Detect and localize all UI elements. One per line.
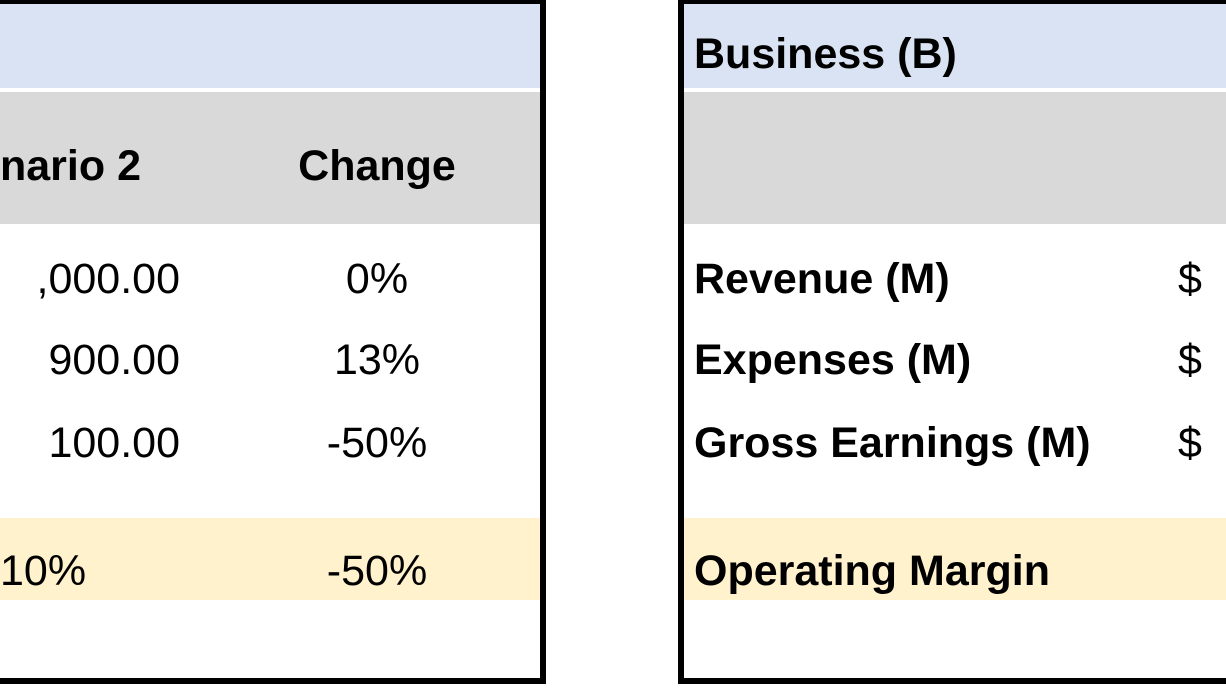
header-change: Change: [298, 142, 456, 190]
row-gross-scenario2: 100.00: [48, 419, 180, 467]
label-operating-margin: Operating Margin: [694, 547, 1050, 595]
business-title: Business (B): [694, 30, 957, 78]
row-expenses-scenario2: 900.00: [48, 336, 180, 384]
row-revenue-scenario2: ,000.00: [36, 255, 180, 303]
label-gross-earnings: Gross Earnings (M): [694, 419, 1091, 467]
label-expenses: Expenses (M): [694, 336, 972, 384]
right-table: Business (B) Revenue (M) $ Expenses (M) …: [678, 0, 1226, 684]
margin-change: -50%: [326, 547, 428, 595]
currency-gross-earnings: $: [1178, 419, 1202, 467]
margin-scenario2: 10%: [0, 547, 87, 595]
currency-expenses: $: [1178, 336, 1202, 384]
currency-revenue: $: [1178, 255, 1202, 303]
right-margin-band: [684, 518, 1226, 600]
left-margin-band: [0, 518, 540, 600]
label-revenue: Revenue (M): [694, 255, 950, 303]
left-title-band: [0, 4, 540, 88]
left-table: nario 2 Change ,000.00 0% 900.00 13% 100…: [0, 0, 546, 684]
row-revenue-change: 0%: [345, 255, 409, 303]
row-expenses-change: 13%: [333, 336, 421, 384]
right-title-band: [684, 4, 1226, 88]
header-scenario2: nario 2: [0, 142, 141, 190]
right-header-band: [684, 92, 1226, 224]
left-header-band: [0, 92, 540, 224]
row-gross-change: -50%: [326, 419, 428, 467]
